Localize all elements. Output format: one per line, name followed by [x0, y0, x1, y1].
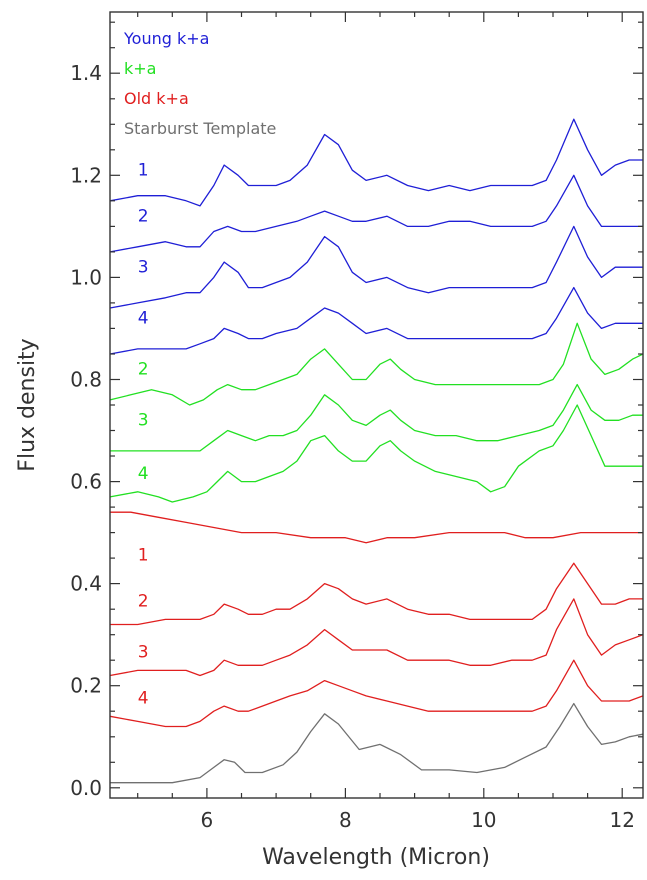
- curve-label-young-2: 2: [138, 206, 149, 226]
- curve-label-ka-2: 2: [138, 359, 149, 379]
- y-tick-label: 0.0: [70, 776, 102, 800]
- y-tick-label: 1.2: [70, 163, 102, 187]
- curve-label-ka-3: 3: [138, 410, 149, 430]
- curve-ka-4: [109, 404, 643, 503]
- curve-label-old-3: 3: [138, 643, 149, 663]
- curve-young-1: [109, 118, 643, 207]
- legend-entry: Starburst Template: [124, 119, 276, 138]
- curve-young-2: [109, 174, 643, 253]
- curve-old-3: [109, 598, 644, 677]
- legend: Young k+a k+a Old k+a Starburst Template: [123, 29, 276, 138]
- curve-young-4: [109, 286, 643, 355]
- curve-label-old-1: 1: [138, 546, 149, 566]
- curve-label-young-4: 4: [138, 308, 149, 328]
- y-tick-label: 0.6: [70, 470, 102, 494]
- curve-old-1: [110, 511, 643, 544]
- curve-label-old-2: 2: [138, 592, 149, 612]
- y-tick-label: 0.2: [70, 674, 102, 698]
- curve-old-2: [110, 562, 643, 626]
- curve-label-young-1: 1: [138, 160, 149, 180]
- y-axis: 0.0 0.2 0.4 0.6 0.8 1.0 1.2 1.4: [70, 21, 643, 800]
- curve-old-4: [109, 659, 644, 728]
- curve-label-old-4: 4: [138, 689, 149, 709]
- x-tick-label: 12: [609, 808, 634, 832]
- curve-ka-3: [110, 383, 643, 452]
- x-tick-label: 6: [201, 808, 214, 832]
- curve-template-template: [110, 702, 644, 784]
- y-tick-label: 0.4: [70, 572, 102, 596]
- legend-entry: k+a: [124, 59, 156, 78]
- curve-label-young-3: 3: [138, 257, 149, 277]
- spectra-curves: [109, 118, 644, 784]
- x-tick-label: 10: [471, 808, 496, 832]
- legend-entry: Young k+a: [123, 29, 209, 48]
- x-tick-label: 8: [339, 808, 352, 832]
- curve-label-ka-4: 4: [138, 464, 149, 484]
- x-axis: 6 8 10 12: [137, 12, 635, 832]
- x-axis-title: Wavelength (Micron): [262, 845, 490, 870]
- legend-entry: Old k+a: [124, 89, 189, 108]
- y-tick-label: 0.8: [70, 368, 102, 392]
- curve-ka-2: [109, 322, 644, 406]
- y-axis-title: Flux density: [15, 338, 40, 471]
- y-tick-label: 1.0: [70, 265, 102, 289]
- y-tick-label: 1.4: [70, 61, 102, 85]
- curve-labels: 1 2 3 4 2 3 4 1 2 3 4: [138, 160, 149, 708]
- curve-young-3: [109, 225, 643, 309]
